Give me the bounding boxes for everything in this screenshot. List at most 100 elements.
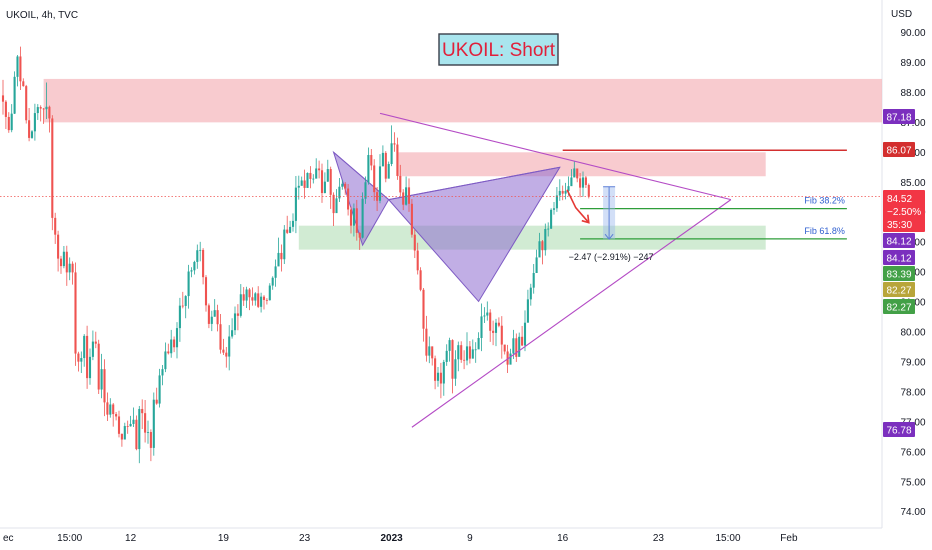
candle-body bbox=[396, 144, 399, 176]
candle bbox=[260, 292, 263, 313]
candle bbox=[425, 315, 428, 362]
candle-body bbox=[489, 312, 492, 331]
candle-body bbox=[152, 399, 155, 448]
y-tick-label: 90.00 bbox=[900, 28, 925, 39]
candle bbox=[80, 351, 83, 374]
candle-body bbox=[480, 316, 483, 338]
candle-body bbox=[277, 252, 280, 267]
candle-body bbox=[587, 184, 590, 197]
candle bbox=[326, 159, 329, 182]
candle bbox=[500, 316, 503, 359]
candle bbox=[173, 336, 176, 353]
candle-body bbox=[431, 346, 434, 359]
idea-title-background bbox=[438, 33, 559, 66]
candle bbox=[552, 202, 556, 215]
candle bbox=[126, 420, 129, 434]
candle-body bbox=[576, 168, 579, 179]
price-tag-label: 86.07 bbox=[886, 146, 911, 157]
candle-body bbox=[62, 251, 65, 267]
candle bbox=[376, 187, 379, 212]
candle-body bbox=[262, 296, 266, 300]
candle-body bbox=[526, 299, 529, 323]
candle-body bbox=[460, 345, 463, 360]
candle bbox=[4, 100, 7, 129]
candle bbox=[399, 164, 402, 197]
candle-body bbox=[497, 322, 500, 326]
candle bbox=[117, 410, 121, 438]
candle-body bbox=[500, 325, 503, 345]
candle bbox=[123, 422, 126, 440]
candle-body bbox=[178, 305, 181, 329]
candle-body bbox=[141, 408, 144, 414]
candle bbox=[483, 307, 486, 324]
price-tag-bg bbox=[883, 233, 915, 248]
candle-body bbox=[503, 344, 506, 352]
price-tag-label: 82.27 bbox=[886, 286, 911, 297]
candle bbox=[120, 433, 123, 447]
candle-body bbox=[146, 432, 150, 433]
candle-body bbox=[555, 195, 558, 209]
candle-body bbox=[228, 336, 231, 357]
candle-body bbox=[494, 322, 498, 333]
candle-body bbox=[68, 263, 71, 273]
candle-body bbox=[100, 369, 103, 390]
candle-body bbox=[338, 186, 341, 199]
candle-body bbox=[352, 208, 355, 226]
y-tick-label: 80.00 bbox=[900, 328, 925, 339]
candle bbox=[576, 168, 579, 183]
candle bbox=[413, 229, 416, 259]
candle bbox=[170, 329, 173, 358]
candle bbox=[129, 415, 132, 427]
candle-body bbox=[210, 316, 213, 324]
candle bbox=[245, 286, 248, 309]
candle bbox=[547, 222, 550, 237]
candle-body bbox=[16, 56, 19, 77]
candle bbox=[332, 192, 335, 226]
candle bbox=[335, 189, 338, 214]
candle bbox=[39, 105, 42, 122]
candle-body bbox=[196, 250, 199, 262]
candle-body bbox=[254, 293, 257, 301]
candle-body bbox=[300, 180, 303, 186]
candle-body bbox=[10, 113, 13, 131]
price-tag-bg bbox=[883, 142, 915, 157]
candle-body bbox=[573, 168, 576, 178]
candle bbox=[57, 230, 60, 272]
candle bbox=[291, 213, 295, 232]
candle-body bbox=[115, 414, 118, 417]
candle-body bbox=[138, 408, 141, 450]
candle bbox=[471, 339, 474, 359]
candle-body bbox=[471, 349, 474, 359]
candle-body bbox=[445, 350, 448, 362]
candle-body bbox=[483, 315, 486, 317]
candle-body bbox=[570, 177, 573, 187]
candle bbox=[323, 172, 326, 194]
candle bbox=[347, 184, 350, 216]
candle bbox=[71, 261, 74, 285]
candle bbox=[515, 333, 518, 362]
last-price-value: 84.52 bbox=[887, 194, 912, 205]
candle bbox=[30, 130, 34, 139]
price-tag-label: 84.12 bbox=[886, 254, 911, 265]
candle-body bbox=[48, 106, 51, 119]
candle bbox=[529, 283, 532, 306]
candle-body bbox=[492, 330, 495, 333]
candle bbox=[497, 317, 500, 328]
candle bbox=[555, 187, 558, 212]
price-tag-label: 84.12 bbox=[886, 237, 911, 248]
candle-body bbox=[155, 399, 158, 404]
candle-body bbox=[558, 190, 561, 196]
candle bbox=[289, 220, 292, 234]
candle-body bbox=[521, 336, 524, 346]
candle bbox=[587, 183, 590, 199]
candle bbox=[242, 287, 245, 306]
candle bbox=[297, 175, 300, 200]
candle bbox=[112, 402, 115, 427]
candle bbox=[274, 259, 277, 287]
candle-body bbox=[65, 251, 68, 273]
candle-body bbox=[561, 190, 564, 194]
candle-body bbox=[465, 346, 469, 361]
candle-body bbox=[523, 322, 527, 346]
candle-body bbox=[442, 361, 445, 384]
